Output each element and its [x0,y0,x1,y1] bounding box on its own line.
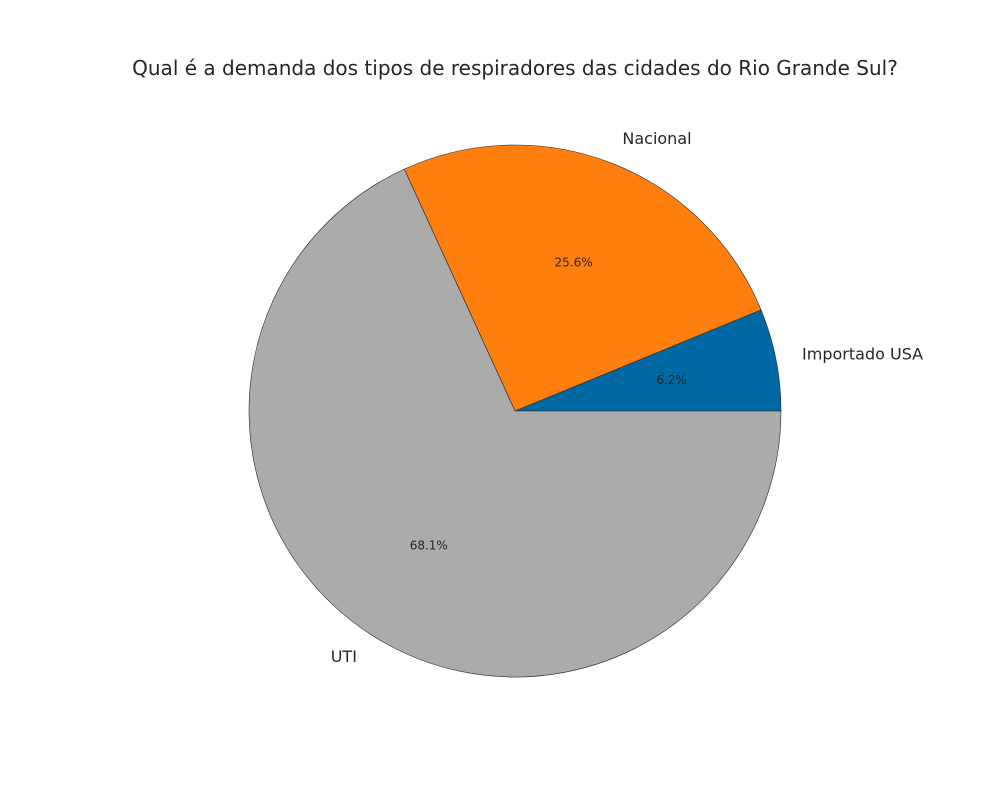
category-label: Nacional [622,129,691,148]
pie-slice-uti [248,168,782,678]
category-label: Importado USA [802,344,923,363]
pie-labels: Importado USA 6.2% Nacional 25.6% UTI 68.1% [331,129,923,666]
category-label: UTI [331,647,357,666]
pie-slices [248,144,782,678]
pie-slice-nacional [403,144,762,412]
percent-label: 6.2% [656,373,687,387]
chart-title: Qual é a demanda dos tipos de respirador… [132,56,898,80]
percent-label: 25.6% [555,256,593,270]
percent-label: 68.1% [410,538,448,552]
